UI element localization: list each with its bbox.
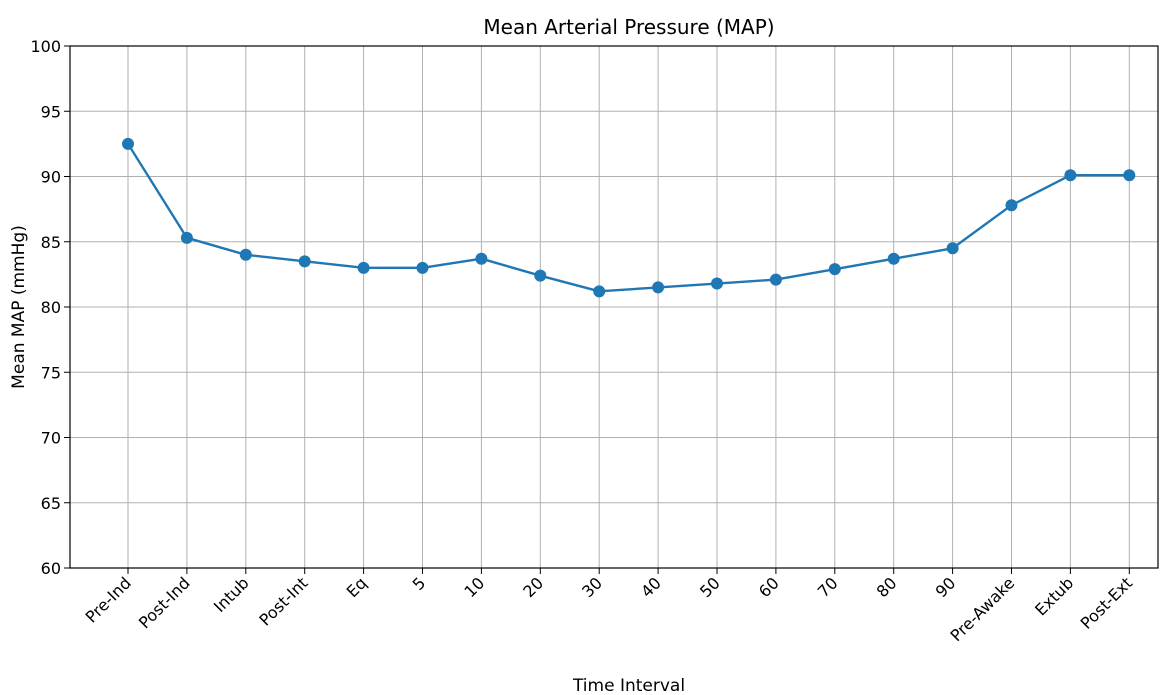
y-tick-label: 60 (41, 559, 61, 578)
data-point (1123, 169, 1136, 182)
y-tick-label: 80 (41, 298, 61, 317)
data-point (298, 255, 311, 268)
data-point (593, 285, 606, 298)
data-point (1005, 199, 1018, 212)
data-point (652, 281, 665, 294)
data-point (239, 248, 252, 261)
data-point (357, 261, 370, 274)
y-tick-label: 65 (41, 494, 61, 513)
plot-frame (69, 45, 1159, 569)
y-tick-label: 100 (30, 37, 61, 56)
series-map (122, 137, 1136, 298)
data-point (769, 273, 782, 286)
chart-title: Mean Arterial Pressure (MAP) (483, 15, 774, 39)
data-point (828, 263, 841, 276)
y-tick-label: 90 (41, 168, 61, 187)
data-point (180, 231, 193, 244)
y-tick-label: 70 (41, 429, 61, 448)
x-axis-label: Time Interval (572, 676, 685, 695)
data-point (122, 137, 134, 150)
data-point (534, 269, 547, 282)
data-point (711, 277, 723, 290)
data-point (475, 252, 488, 265)
data-point (946, 242, 959, 255)
y-tick-label: 95 (41, 102, 61, 121)
series-line (126, 143, 1130, 293)
data-point (1064, 169, 1077, 182)
data-point (887, 252, 900, 265)
data-point (416, 261, 429, 274)
y-tick-label: 75 (41, 363, 61, 382)
y-axis-label: Mean MAP (mmHg) (9, 225, 29, 389)
y-tick-label: 85 (41, 233, 61, 252)
